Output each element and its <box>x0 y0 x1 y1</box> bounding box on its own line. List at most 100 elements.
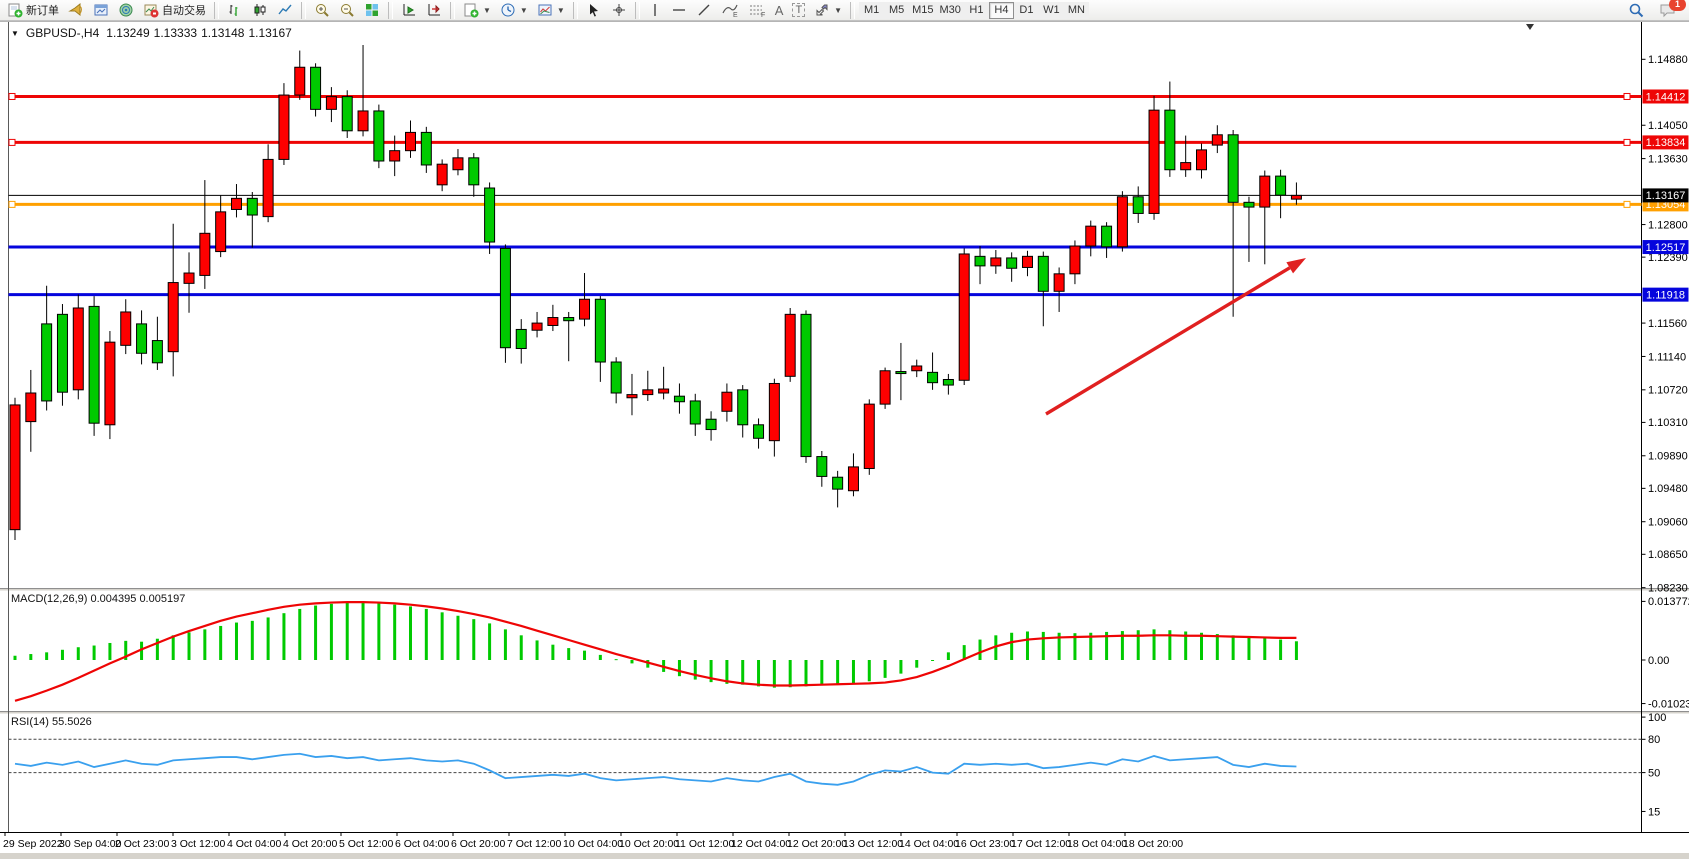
fibonacci-icon: F <box>748 2 766 18</box>
new-order-button[interactable]: 新订单 <box>3 1 63 20</box>
candle-body <box>705 418 717 431</box>
candlestick-chart-button[interactable] <box>248 1 272 20</box>
price-tick-label: 1.10720 <box>1648 385 1688 397</box>
level-handle[interactable] <box>1623 200 1631 208</box>
crosshair-tool-button[interactable] <box>607 1 631 20</box>
search-button[interactable] <box>1624 1 1649 20</box>
candle-body <box>183 272 195 284</box>
timeframe-M15[interactable]: M15 <box>909 1 937 19</box>
notifications-button[interactable]: 1 <box>1655 0 1686 20</box>
axis-price-tag-label: 1.13834 <box>1646 137 1686 149</box>
chart-shift-marker[interactable] <box>1526 24 1534 30</box>
macd-bar <box>535 640 539 660</box>
trendline-tool-button[interactable] <box>692 1 716 20</box>
macd-bar <box>551 644 555 660</box>
text-tool-button[interactable]: A <box>771 1 788 20</box>
level-handle[interactable] <box>8 200 16 208</box>
timeframe-H1[interactable]: H1 <box>963 1 989 19</box>
macd-signal-line <box>14 601 1297 702</box>
candlestick-series <box>9 44 1302 540</box>
timeframe-MN[interactable]: MN <box>1063 1 1089 19</box>
auto-scroll-button[interactable] <box>397 1 421 20</box>
zoom-out-button[interactable] <box>335 1 359 20</box>
market-radar-button[interactable] <box>114 1 138 20</box>
trend-arrow-line[interactable] <box>1045 266 1291 416</box>
arrows-tool-dropdown-button[interactable]: ▼ <box>810 1 846 20</box>
macd-tick-label: 0.013772 <box>1648 596 1689 608</box>
symbol-period-label: GBPUSD-,H4 <box>25 26 100 40</box>
macd-bar <box>314 605 318 660</box>
macd-bar <box>741 660 745 685</box>
level-handle[interactable] <box>1623 138 1631 146</box>
macd-indicator-label: MACD(12,26,9) 0.004395 0.005197 <box>11 593 185 605</box>
toolbar-separator <box>634 1 640 19</box>
macd-bar <box>219 625 223 660</box>
candlestick-icon <box>252 2 268 18</box>
template-dropdown-button[interactable]: ▼ <box>533 1 569 20</box>
candle-body <box>721 391 733 412</box>
line-chart-button[interactable] <box>273 1 297 20</box>
autotrade-icon <box>143 2 159 18</box>
fibonacci-tool-button[interactable]: F <box>744 1 770 20</box>
horizontal-line-tool-button[interactable] <box>667 1 691 20</box>
macd-bar <box>772 660 776 688</box>
candle-body <box>895 371 907 375</box>
timeframe-W1[interactable]: W1 <box>1038 1 1064 19</box>
date-tick-label: 6 Oct 04:00 <box>395 838 449 850</box>
candle-body <box>1053 273 1065 292</box>
candle-body <box>1006 257 1018 269</box>
text-tool-icon: A <box>774 2 784 18</box>
alerts-horn-button[interactable] <box>64 1 88 20</box>
date-tick-label: 11 Oct 12:00 <box>675 838 735 850</box>
timeframe-M30[interactable]: M30 <box>936 1 964 19</box>
macd-bar <box>76 647 80 660</box>
cursor-tool-button[interactable] <box>582 1 606 20</box>
level-handle[interactable] <box>1623 92 1631 100</box>
tile-windows-button[interactable] <box>360 1 384 20</box>
new-chart-dropdown-button[interactable]: ▼ <box>459 1 495 20</box>
price-axis[interactable]: 1.14880 1.14050 1.13630 1.12800 1.12390 1.115… <box>1641 54 1689 818</box>
macd-bar <box>630 660 634 664</box>
text-label-tool-button[interactable]: T <box>788 1 809 20</box>
axis-price-tag <box>1642 135 1689 150</box>
level-handle[interactable] <box>8 138 16 146</box>
bar-chart-button[interactable] <box>223 1 247 20</box>
clock-icon <box>500 2 516 18</box>
timeframe-H4[interactable]: H4 <box>988 1 1014 19</box>
equidistant-channel-tool-button[interactable]: E <box>717 1 743 20</box>
axis-price-tag <box>1642 188 1689 203</box>
macd-bar <box>1010 632 1014 660</box>
candle-body <box>341 96 353 132</box>
zoom-in-button[interactable] <box>310 1 334 20</box>
candle-body <box>230 197 242 210</box>
level-handle[interactable] <box>8 92 16 100</box>
candle-body <box>1259 175 1271 208</box>
macd-bar <box>883 660 887 678</box>
macd-bar <box>124 640 128 660</box>
macd-bar <box>250 620 254 660</box>
timeframe-M1[interactable]: M1 <box>859 1 885 19</box>
macd-bar <box>503 629 507 660</box>
timeframe-M5[interactable]: M5 <box>884 1 910 19</box>
candle-body <box>405 131 416 152</box>
period-dropdown-button[interactable]: ▼ <box>496 1 532 20</box>
autotrade-button[interactable]: 自动交易 <box>139 1 210 20</box>
chart-shift-button[interactable] <box>422 1 446 20</box>
date-tick-label: 29 Sep 2022 <box>3 838 63 850</box>
trend-arrow-head[interactable] <box>1286 258 1306 274</box>
timeframe-D1[interactable]: D1 <box>1013 1 1039 19</box>
date-tick-label: 12 Oct 20:00 <box>787 838 847 850</box>
candle-body <box>689 400 701 425</box>
chart-window-button[interactable] <box>89 1 113 20</box>
collapse-triangle-icon[interactable]: ▼ <box>11 28 19 38</box>
vertical-line-tool-button[interactable] <box>644 1 666 20</box>
candle-body <box>1196 149 1207 171</box>
macd-bar <box>13 655 17 660</box>
candle-body <box>832 476 844 490</box>
candle-body <box>1037 255 1049 292</box>
tile-windows-icon <box>364 2 380 18</box>
new-order-label: 新订单 <box>26 5 59 17</box>
